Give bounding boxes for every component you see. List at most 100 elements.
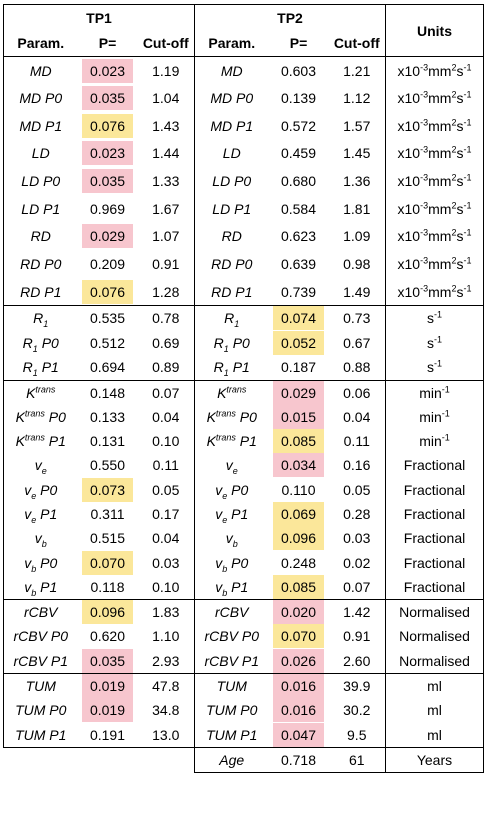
tp1-param-cell: R1 bbox=[3, 305, 78, 331]
table-row: rCBV P0 0.620 1.10 rCBV P0 0.070 0.91 Normalis… bbox=[3, 623, 484, 649]
tp2-param-cell: RD P0 bbox=[211, 256, 253, 273]
tp1-p-value: 0.070 bbox=[82, 550, 133, 575]
tp1-cutoff-cell: 0.78 bbox=[137, 305, 195, 331]
table-row: R1 P0 0.512 0.69 R1 P0 0.052 0.67 s-1 bbox=[3, 330, 484, 356]
tp2-cutoff-cell: 1.36 bbox=[328, 167, 386, 195]
tp2-p-value-cell: 0.187 bbox=[268, 355, 329, 381]
tp2-p-value-cell: 0.047 bbox=[268, 722, 329, 748]
tp1-cutoff-cell: 0.04 bbox=[137, 404, 195, 429]
tp1-p-value-cell: 0.073 bbox=[78, 477, 138, 502]
tp2-p-value: 0.584 bbox=[280, 200, 317, 217]
tp1-p-value: 0.148 bbox=[89, 384, 126, 401]
tp2-p-value-cell: 0.020 bbox=[269, 599, 329, 624]
tp2-param-cell: rCBV P0 bbox=[204, 628, 259, 645]
tp2-p-value-cell: 0.074 bbox=[269, 306, 329, 331]
tp1-p-value: 0.535 bbox=[89, 310, 126, 327]
tp2-cutoff-cell: 39.9 bbox=[328, 673, 386, 698]
tp1-cutoff-cell: 0.03 bbox=[137, 550, 195, 575]
tp2-p-value: 0.016 bbox=[273, 673, 324, 698]
tp2-p-value: 0.110 bbox=[281, 481, 316, 498]
tp1-p-value-cell: 0.019 bbox=[78, 698, 138, 723]
tp1-p-value-cell: 0.023 bbox=[78, 140, 138, 168]
tp2-param-cell: vb P0 bbox=[215, 554, 249, 574]
table-row: Ktrans P0 0.133 0.04 Ktrans P0 0.015 0.04 min-… bbox=[3, 404, 484, 429]
table-row: LD 0.023 1.44 LD 0.459 1.45 x10-3mm2s-1 bbox=[3, 139, 484, 168]
tp2-cutoff-cell: 0.07 bbox=[328, 574, 386, 600]
tp1-param-cell: R1 P1 bbox=[3, 355, 78, 381]
tp1-p-value: 0.023 bbox=[82, 141, 133, 166]
tp1-param-cell: RD bbox=[3, 222, 78, 251]
tp1-cutoff-cell: 0.07 bbox=[137, 380, 195, 405]
tp1-param-cell: rCBV P1 bbox=[3, 648, 78, 674]
tp1-p-value-cell: 0.535 bbox=[78, 306, 138, 331]
tp2-p-value-cell: 0.016 bbox=[269, 673, 329, 698]
table-row: rCBV P1 0.035 2.93 rCBV P1 0.026 2.60 Normalis… bbox=[3, 648, 484, 674]
tp1-param-cell: Ktrans P0 bbox=[3, 404, 78, 429]
tp2-p-value: 0.187 bbox=[280, 359, 317, 376]
tp2-p-value-cell: 0.016 bbox=[269, 698, 329, 723]
tp2-cutoff-cell: 0.05 bbox=[328, 477, 386, 502]
tp1-param-cell: R1 P0 bbox=[3, 330, 78, 356]
units-cell: x10-3mm2s-1 bbox=[385, 84, 484, 112]
tp1-p-value-cell: 0.023 bbox=[78, 57, 138, 85]
tp1-p-value: 0.076 bbox=[82, 279, 133, 304]
tp1-p-value: 0.076 bbox=[82, 113, 133, 138]
tp2-p-value-cell: 0.085 bbox=[269, 429, 329, 454]
tp1-cutoff-cell: 13.0 bbox=[137, 722, 195, 748]
tp2-param-cell: ve bbox=[225, 457, 238, 477]
table-row: vb P1 0.118 0.10 vb P1 0.085 0.07 Fractional bbox=[3, 574, 484, 600]
tp1-p-value-cell: 0.512 bbox=[78, 330, 138, 355]
age-param-cell: Age bbox=[194, 747, 269, 774]
tp2-param-cell: Ktrans P1 bbox=[206, 432, 257, 450]
table-row: TUM 0.019 47.8 TUM 0.016 39.9 ml bbox=[3, 673, 484, 698]
tp1-param-cell: LD P1 bbox=[3, 194, 78, 223]
tp1-param-cell: TUM P0 bbox=[3, 697, 78, 723]
table-row: TUM P0 0.019 34.8 TUM P0 0.016 30.2 ml bbox=[3, 697, 484, 723]
tp2-p-value-cell: 0.739 bbox=[268, 278, 329, 307]
tp1-cutoff-cell: 1.19 bbox=[137, 56, 195, 85]
units-cell: x10-3mm2s-1 bbox=[385, 167, 484, 195]
tp2-p-value: 0.069 bbox=[273, 501, 324, 526]
tp1-p-value: 0.515 bbox=[89, 530, 126, 547]
tp2-cutoff-cell: 0.06 bbox=[328, 380, 386, 405]
tp2-p-value-cell: 0.603 bbox=[269, 57, 329, 85]
table-row: R1 P1 0.694 0.89 R1 P1 0.187 0.88 s-1 bbox=[3, 355, 484, 381]
tp2-p-value-cell: 0.584 bbox=[269, 195, 329, 223]
tp2-cutoff-cell: 0.03 bbox=[328, 526, 386, 551]
tp2-p-value-cell: 0.623 bbox=[269, 223, 329, 251]
tp1-param-cell: LD P0 bbox=[3, 167, 78, 195]
tp2-p-value-cell: 0.110 bbox=[269, 477, 329, 501]
age-units-cell: Years bbox=[385, 747, 484, 774]
tp2-param-cell: TUM P1 bbox=[194, 722, 269, 748]
tp1-param-cell: TUM P1 bbox=[3, 722, 78, 748]
tp1-param-cell: TUM bbox=[3, 673, 78, 698]
tp2-p-value-cell: 0.459 bbox=[269, 140, 329, 168]
tp1-p-value-cell: 0.035 bbox=[78, 167, 138, 195]
tp1-cutoff-cell: 0.69 bbox=[137, 330, 195, 356]
tp2-p-value-cell: 0.069 bbox=[269, 501, 329, 526]
tp1-p-value-cell: 0.076 bbox=[77, 278, 138, 307]
tp1-p-value-cell: 0.035 bbox=[78, 84, 138, 112]
tp1-cutoff-cell: 1.44 bbox=[137, 139, 195, 168]
tp1-p-value-cell: 0.118 bbox=[77, 574, 138, 600]
tp2-cutoff-cell: 0.91 bbox=[328, 623, 386, 649]
tp2-param-cell: MD bbox=[220, 62, 243, 79]
tp2-p-value: 0.248 bbox=[280, 554, 317, 571]
tp1-cutoff-cell: 0.04 bbox=[137, 526, 195, 551]
tp2-p-value: 0.639 bbox=[280, 256, 317, 273]
tp2-p-value: 0.739 bbox=[280, 283, 317, 300]
tp1-cutoff-cell: 0.17 bbox=[137, 501, 195, 527]
tp1-p-value-cell: 0.969 bbox=[78, 195, 138, 223]
tp2-param-cell: R1 bbox=[224, 310, 240, 330]
tp1-p-value: 0.512 bbox=[89, 334, 126, 351]
units-cell: s-1 bbox=[385, 330, 484, 356]
table-row: MD 0.023 1.19 MD 0.603 1.21 x10-3mm2s-1 bbox=[3, 56, 484, 85]
tp1-cutoff-cell: 34.8 bbox=[137, 697, 195, 723]
tp1-param-cell: Ktrans bbox=[3, 380, 78, 405]
tp1-p-value: 0.694 bbox=[89, 359, 126, 376]
tp2-p-value-cell: 0.680 bbox=[269, 167, 329, 195]
tp1-cutoff-cell: 0.10 bbox=[137, 428, 195, 454]
table-row: ve P0 0.073 0.05 ve P0 0.110 0.05 Fractional bbox=[3, 477, 484, 502]
tp2-cutoff-cell: 0.73 bbox=[328, 305, 386, 331]
tp2-cutoff-cell: 1.49 bbox=[328, 278, 386, 307]
